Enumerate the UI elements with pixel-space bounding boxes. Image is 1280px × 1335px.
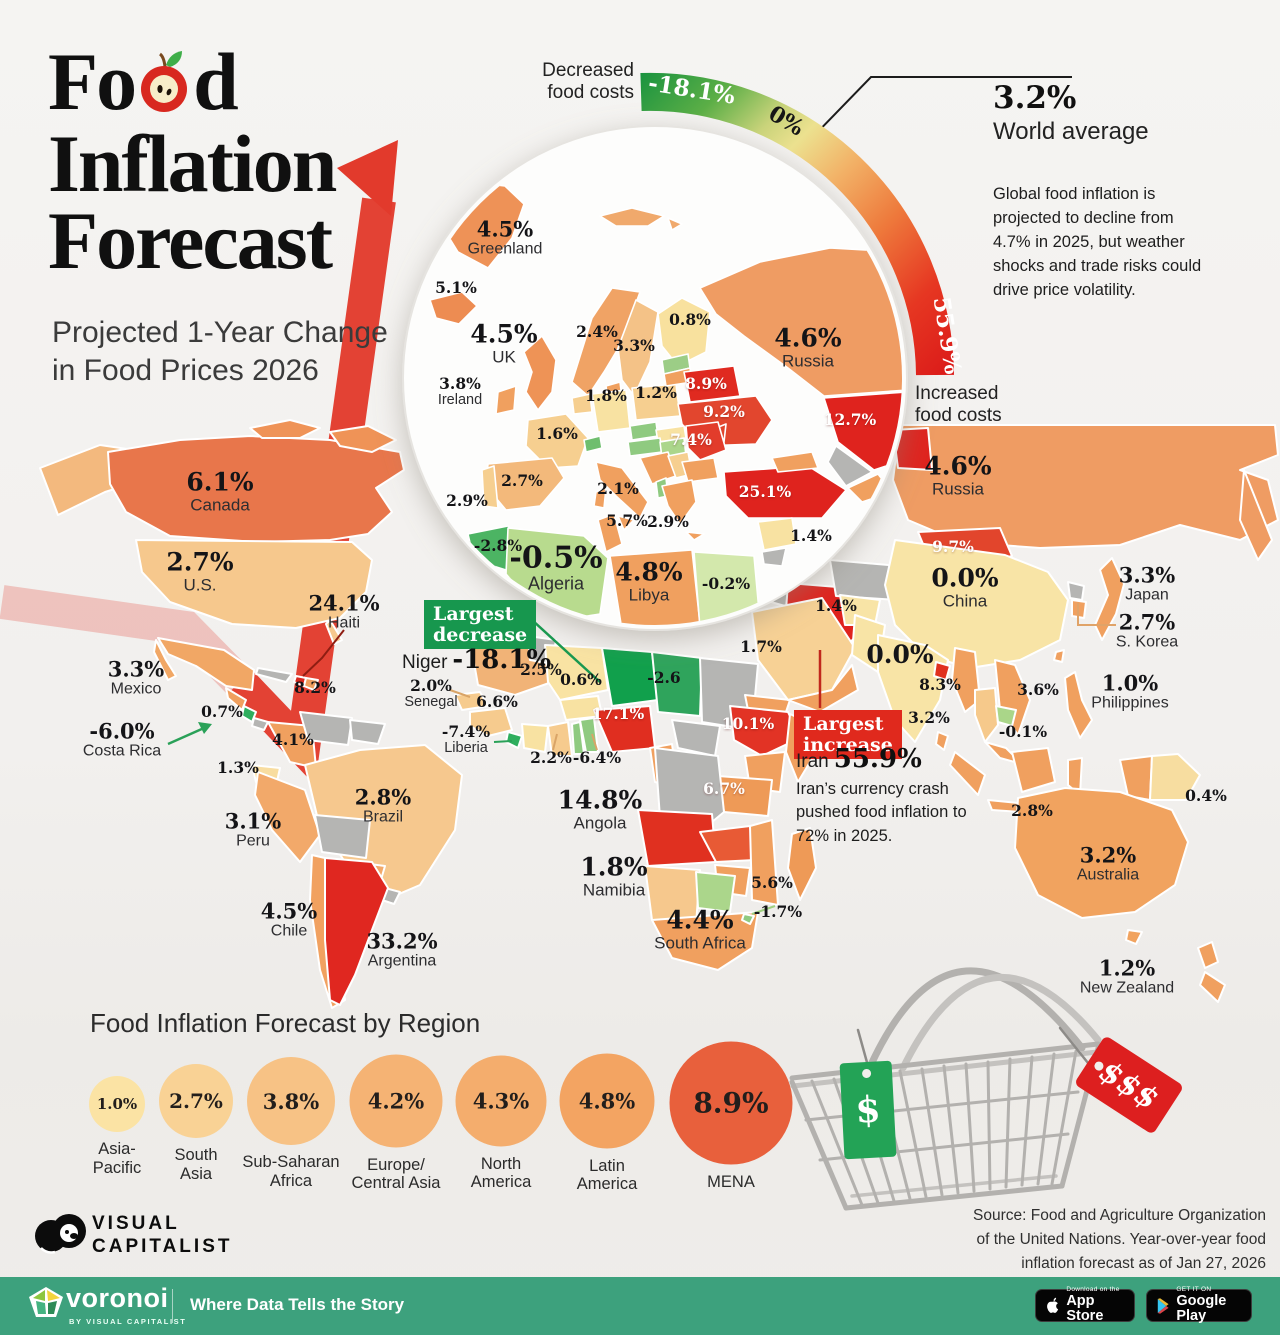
- region-bubble-label: Europe/Central Asia: [351, 1155, 441, 1193]
- footer-tagline: Where Data Tells the Story: [190, 1295, 405, 1314]
- title-line-2: Inflation: [48, 118, 337, 210]
- voronoi-footer-bar: voronoi BY VISUAL CAPITALIST Where Data …: [0, 1277, 1280, 1335]
- region-bubble: 3.8%: [247, 1057, 335, 1145]
- gauge-increased-label: Increased food costs: [915, 383, 1002, 427]
- largest-increase-note: Iran’s currency crash pushed food inflat…: [796, 780, 967, 845]
- region-bubble: 2.7%: [159, 1064, 233, 1138]
- footer-divider: [172, 1289, 173, 1323]
- title-line-3: Forecast: [48, 194, 333, 286]
- region-bubble: 4.3%: [455, 1055, 547, 1147]
- subtitle: Projected 1-Year Change in Food Prices 2…: [52, 316, 388, 388]
- region-bubble-label: North America: [470, 1154, 532, 1192]
- world-average-value: 3.2%: [993, 80, 1077, 116]
- largest-decrease-badge: Largest decrease: [424, 600, 537, 650]
- largest-decrease-value: Niger -18.1%: [402, 645, 552, 675]
- region-bubble: 8.9%: [669, 1041, 793, 1165]
- region-bubble-label: MENA: [707, 1172, 755, 1191]
- largest-increase-badge: Largest increase: [794, 710, 902, 760]
- google-play-badge[interactable]: GET IT ON Google Play: [1146, 1286, 1252, 1324]
- largest-increase-value: Iran 55.9%: [796, 744, 922, 774]
- region-bubble: 4.8%: [559, 1053, 655, 1149]
- source-note: Source: Food and Agriculture Organizatio…: [973, 1207, 1266, 1273]
- world-average-label: World average: [993, 118, 1149, 145]
- title-line-food: Fo d: [48, 36, 239, 127]
- price-tag-green: $: [839, 1060, 897, 1160]
- play-icon: [1157, 1297, 1169, 1314]
- voronoi-brand-sub: BY VISUAL CAPITALIST: [69, 1317, 187, 1326]
- visual-capitalist-logo-icon: [35, 1214, 86, 1254]
- region-bubble-label: Sub-Saharan Africa: [242, 1153, 340, 1190]
- region-bubble: 4.2%: [349, 1054, 443, 1148]
- voronoi-logo-icon: [29, 1287, 63, 1317]
- region-bubble-label: South Asia: [174, 1146, 218, 1183]
- page-title: Fo d Inflation Forecast: [48, 36, 337, 286]
- voronoi-brand[interactable]: voronoi: [66, 1283, 169, 1313]
- visual-capitalist-wordmark: VISUAL CAPITALIST: [92, 1213, 233, 1257]
- gauge-description: Global food inflation is projected to de…: [993, 185, 1202, 299]
- region-bubble-label: Latin America: [576, 1156, 638, 1194]
- gauge-arc: [640, 72, 954, 376]
- regions-title: Food Inflation Forecast by Region: [90, 1008, 481, 1038]
- apple-icon: [1047, 1297, 1059, 1313]
- apple-icon: [136, 49, 192, 126]
- shopping-basket-icon: [789, 967, 1102, 1211]
- app-store-badge[interactable]: Download on the App Store: [1035, 1286, 1135, 1324]
- magnifier-circle: [402, 125, 908, 631]
- gauge-decreased-label: Decreased food costs: [542, 60, 634, 104]
- region-bubble-label: Asia- Pacific: [92, 1140, 142, 1177]
- region-bubble: 1.0%: [89, 1076, 145, 1132]
